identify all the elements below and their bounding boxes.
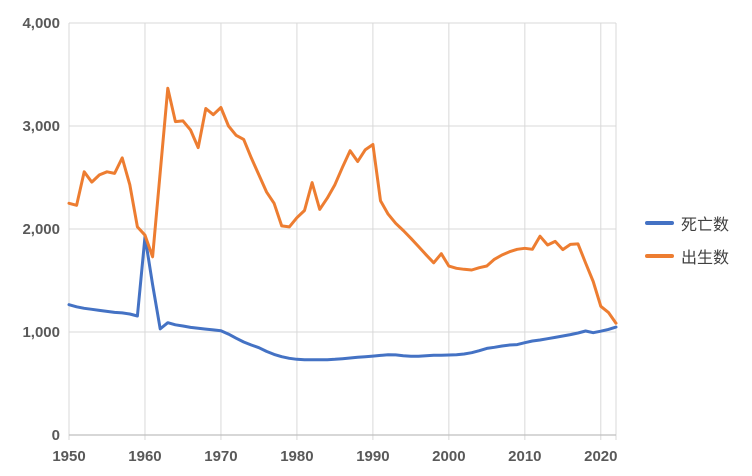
x-tick-label: 2000: [432, 448, 465, 465]
y-tick-label: 4,000: [22, 15, 60, 32]
x-tick-label: 1970: [204, 448, 237, 465]
legend: 死亡数 出生数: [645, 211, 729, 268]
x-tick-label: 2020: [584, 448, 617, 465]
y-tick-label: 2,000: [22, 221, 60, 238]
legend-item-deaths: 死亡数: [645, 211, 729, 235]
y-tick-label: 3,000: [22, 118, 60, 135]
deaths-line-swatch: [645, 221, 674, 225]
x-tick-label: 1980: [280, 448, 313, 465]
series-lines: [67, 86, 618, 362]
x-tick-label: 1950: [52, 448, 85, 465]
births-line: [67, 86, 618, 325]
births-line-swatch: [645, 254, 674, 258]
deaths-line: [67, 235, 618, 362]
x-tick-label: 1990: [356, 448, 389, 465]
gridlines: [68, 22, 617, 440]
axis-labels: 0 1,000 2,000 3,000 4,000 1950 1960 1970 1980 199…: [22, 15, 617, 465]
legend-label-deaths: 死亡数: [681, 215, 730, 234]
legend-label-births: 出生数: [681, 248, 730, 267]
x-tick-label: 2010: [508, 448, 541, 465]
y-tick-label: 0: [52, 427, 60, 444]
x-tick-label: 1960: [128, 448, 161, 465]
legend-item-births: 出生数: [645, 244, 729, 268]
y-tick-label: 1,000: [22, 324, 60, 341]
